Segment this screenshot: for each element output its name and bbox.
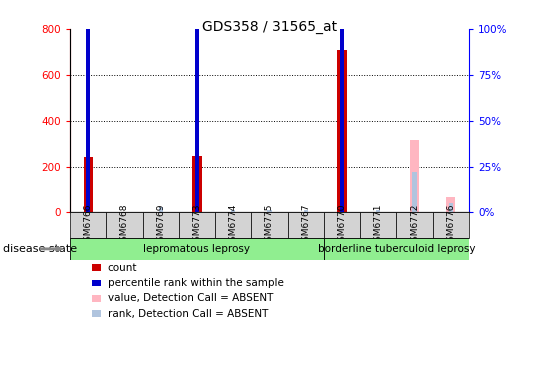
Bar [70, 212, 106, 238]
Bar [70, 238, 324, 260]
Text: GSM6767: GSM6767 [301, 203, 310, 247]
Text: GSM6768: GSM6768 [120, 203, 129, 247]
Bar [376, 210, 381, 212]
Text: GSM6773: GSM6773 [192, 203, 202, 247]
Bar [192, 156, 202, 212]
Text: GSM6771: GSM6771 [374, 203, 383, 247]
Bar [215, 212, 251, 238]
Bar [195, 0, 199, 212]
Bar [446, 197, 455, 212]
Text: GSM6772: GSM6772 [410, 203, 419, 247]
Bar [288, 212, 324, 238]
Bar [251, 212, 288, 238]
Bar [448, 203, 453, 212]
Text: rank, Detection Call = ABSENT: rank, Detection Call = ABSENT [108, 309, 268, 319]
Text: disease state: disease state [3, 244, 77, 254]
Text: GSM6774: GSM6774 [229, 203, 238, 247]
Bar [433, 212, 469, 238]
Bar [410, 140, 419, 212]
Bar [337, 50, 347, 212]
Bar [86, 0, 91, 212]
Text: GSM6770: GSM6770 [337, 203, 347, 247]
Bar [360, 212, 396, 238]
Text: GSM6766: GSM6766 [84, 203, 93, 247]
Bar [158, 207, 163, 212]
Bar [267, 210, 272, 212]
Bar [412, 172, 417, 212]
Bar [106, 212, 143, 238]
Text: value, Detection Call = ABSENT: value, Detection Call = ABSENT [108, 293, 273, 303]
Bar [143, 212, 179, 238]
Bar [396, 212, 433, 238]
Bar [179, 212, 215, 238]
Text: lepromatous leprosy: lepromatous leprosy [143, 244, 251, 254]
Bar [324, 238, 469, 260]
Bar [340, 0, 344, 212]
Text: GDS358 / 31565_at: GDS358 / 31565_at [202, 20, 337, 34]
Text: percentile rank within the sample: percentile rank within the sample [108, 278, 284, 288]
Text: GSM6769: GSM6769 [156, 203, 165, 247]
Bar [84, 157, 93, 212]
Text: count: count [108, 262, 137, 273]
Bar [303, 210, 308, 212]
Bar [324, 212, 360, 238]
Bar [231, 210, 236, 212]
Text: GSM6775: GSM6775 [265, 203, 274, 247]
Text: GSM6776: GSM6776 [446, 203, 455, 247]
Text: borderline tuberculoid leprosy: borderline tuberculoid leprosy [317, 244, 475, 254]
